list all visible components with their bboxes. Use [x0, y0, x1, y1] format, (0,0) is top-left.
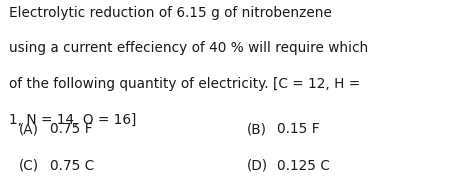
- Text: Electrolytic reduction of 6.15 g of nitrobenzene: Electrolytic reduction of 6.15 g of nitr…: [9, 6, 332, 20]
- Text: 0.75 C: 0.75 C: [50, 159, 94, 173]
- Text: (A): (A): [19, 122, 39, 136]
- Text: 1, N = 14, O = 16]: 1, N = 14, O = 16]: [9, 113, 137, 127]
- Text: (D): (D): [246, 159, 268, 173]
- Text: using a current effeciency of 40 % will require which: using a current effeciency of 40 % will …: [9, 41, 369, 55]
- Text: 0.15 F: 0.15 F: [277, 122, 320, 136]
- Text: of the following quantity of electricity. [C = 12, H =: of the following quantity of electricity…: [9, 77, 361, 91]
- Text: 0.75 F: 0.75 F: [50, 122, 92, 136]
- Text: (B): (B): [246, 122, 266, 136]
- Text: (C): (C): [19, 159, 39, 173]
- Text: 0.125 C: 0.125 C: [277, 159, 330, 173]
